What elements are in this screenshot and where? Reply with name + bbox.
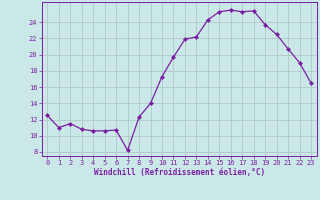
- X-axis label: Windchill (Refroidissement éolien,°C): Windchill (Refroidissement éolien,°C): [94, 168, 265, 177]
